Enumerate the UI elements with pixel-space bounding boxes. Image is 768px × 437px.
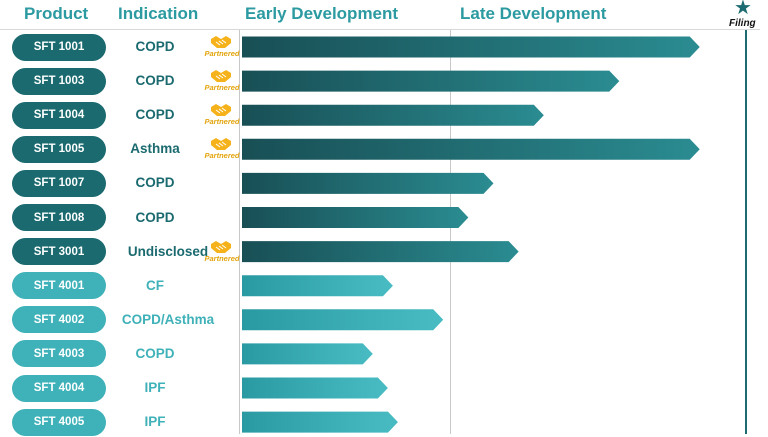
header-product: Product	[24, 4, 89, 23]
partnered-label: Partnered	[204, 117, 240, 127]
progress-bar	[242, 309, 444, 331]
partnered-badge: Partnered	[202, 35, 242, 59]
indication-label: COPD	[135, 39, 175, 54]
product-pill: SFT 4003	[12, 340, 106, 368]
progress-bar	[242, 343, 373, 365]
partnered-badge: Partnered	[202, 69, 242, 93]
indication-label: COPD	[135, 107, 175, 123]
indication-label: COPD/Asthma	[121, 311, 215, 327]
indication-label: Undisclosed	[127, 243, 209, 259]
product-pill: SFT 4004	[12, 374, 106, 402]
product-pill: SFT 1004	[12, 101, 106, 129]
indication-label: IPF	[144, 414, 166, 430]
product-pill: SFT 1007	[12, 169, 106, 197]
handshake-icon	[211, 70, 231, 83]
indication-label: COPD	[135, 73, 175, 89]
progress-bar	[242, 70, 620, 92]
filing-star-icon: ★	[734, 0, 752, 19]
product-pill: SFT 4005	[12, 408, 106, 436]
handshake-icon	[211, 104, 231, 117]
header-early-development: Early Development	[245, 4, 399, 23]
product-pill: SFT 1005	[12, 135, 106, 163]
indication-label: IPF	[144, 380, 166, 395]
partnered-label: Partnered	[204, 83, 240, 93]
indication-label: COPD	[135, 175, 175, 191]
progress-bar	[242, 411, 398, 433]
progress-bar	[242, 104, 544, 126]
product-pill: SFT 1003	[12, 67, 106, 95]
partnered-badge: Partnered	[202, 240, 242, 264]
progress-bar	[242, 36, 700, 58]
partnered-label: Partnered	[204, 253, 240, 263]
partnered-badge: Partnered	[202, 137, 242, 161]
filing-line	[745, 30, 747, 434]
partnered-label: Partnered	[204, 151, 240, 161]
header-late-development: Late Development	[460, 4, 607, 23]
handshake-icon	[211, 240, 231, 253]
progress-bar	[242, 241, 519, 263]
stage-divider-late	[450, 30, 451, 434]
progress-bar	[242, 172, 494, 194]
indication-label: COPD	[135, 209, 175, 225]
progress-bar	[242, 207, 469, 228]
product-pill: SFT 3001	[12, 238, 106, 266]
product-pill: SFT 4001	[12, 272, 106, 300]
progress-bar	[242, 377, 388, 399]
partnered-badge: Partnered	[202, 103, 242, 127]
progress-bar	[242, 275, 393, 297]
product-pill: SFT 1001	[12, 33, 106, 61]
indication-label: Asthma	[130, 141, 180, 157]
header-divider	[0, 29, 760, 30]
stage-divider-early	[239, 30, 240, 434]
progress-bar	[242, 138, 700, 160]
header-indication: Indication	[118, 4, 199, 23]
product-pill: SFT 1008	[12, 204, 106, 231]
handshake-icon	[211, 138, 231, 151]
partnered-label: Partnered	[204, 49, 240, 58]
header-filing: Filing	[729, 18, 756, 29]
indication-label: CF	[146, 277, 164, 293]
handshake-icon	[211, 36, 231, 48]
product-pill: SFT 4002	[12, 306, 106, 334]
indication-label: COPD	[135, 345, 175, 361]
